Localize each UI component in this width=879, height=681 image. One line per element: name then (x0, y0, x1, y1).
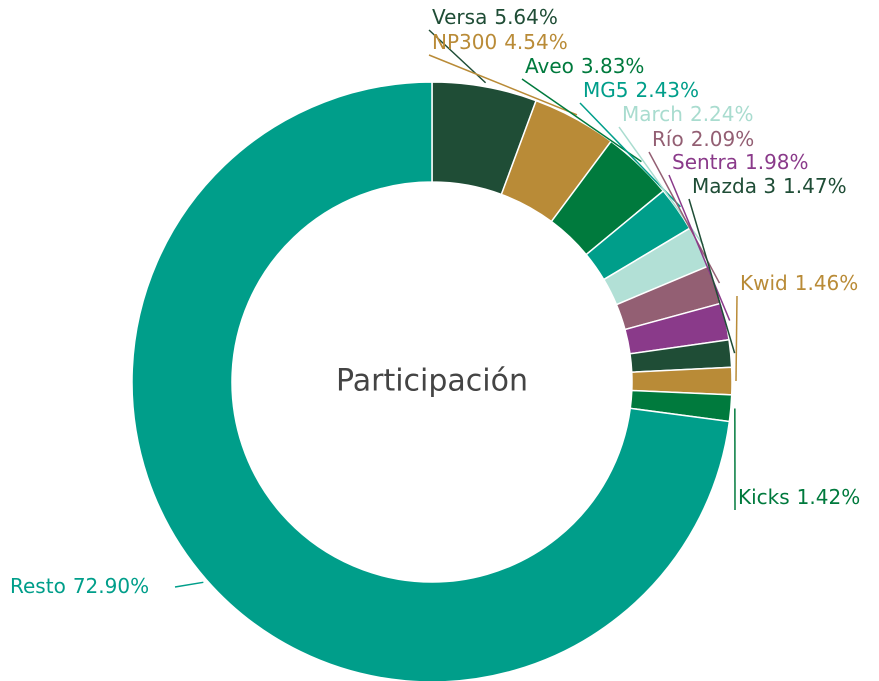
slice (131, 81, 731, 681)
slice-name: Mazda 3 (692, 174, 776, 198)
slice-label: Resto 72.90% (10, 574, 149, 598)
slice-label: Sentra 1.98% (672, 150, 809, 174)
slice-value: 2.24% (690, 102, 754, 126)
slice-label: Mazda 3 1.47% (692, 174, 847, 198)
slice-value: 1.98% (745, 150, 809, 174)
slice-value: 1.42% (797, 485, 861, 509)
slice-value: 3.83% (581, 54, 645, 78)
slice-name: March (622, 102, 683, 126)
slice-name: Kwid (740, 271, 788, 295)
slice-name: Resto (10, 574, 66, 598)
slice-name: NP300 (432, 30, 497, 54)
slice-label: Kicks 1.42% (738, 485, 860, 509)
leader-line (428, 54, 578, 116)
slice-label: Río 2.09% (652, 127, 754, 151)
slice-name: Sentra (672, 150, 738, 174)
slice-value: 1.47% (783, 174, 847, 198)
slice-value: 2.09% (691, 127, 755, 151)
slice-name: MG5 (583, 78, 628, 102)
slice-label: Kwid 1.46% (740, 271, 858, 295)
slice-name: Kicks (738, 485, 790, 509)
slice-name: Versa (432, 5, 487, 29)
slice-name: Aveo (525, 54, 574, 78)
leader-line (174, 581, 204, 588)
slice-label: MG5 2.43% (583, 78, 699, 102)
slice-label: NP300 4.54% (432, 30, 568, 54)
slice-value: 2.43% (635, 78, 699, 102)
center-label: Participación (336, 364, 528, 399)
leader-line (521, 78, 642, 163)
slice-value: 72.90% (73, 574, 149, 598)
slice-value: 4.54% (504, 30, 568, 54)
leader-line (688, 198, 736, 354)
slice-label: March 2.24% (622, 102, 754, 126)
slice-name: Río (652, 127, 684, 151)
slice-label: Aveo 3.83% (525, 54, 644, 78)
slice-label: Versa 5.64% (432, 5, 558, 29)
slice-value: 5.64% (494, 5, 558, 29)
slice-value: 1.46% (795, 271, 859, 295)
leader-line (668, 174, 731, 321)
leader-line (735, 295, 738, 382)
